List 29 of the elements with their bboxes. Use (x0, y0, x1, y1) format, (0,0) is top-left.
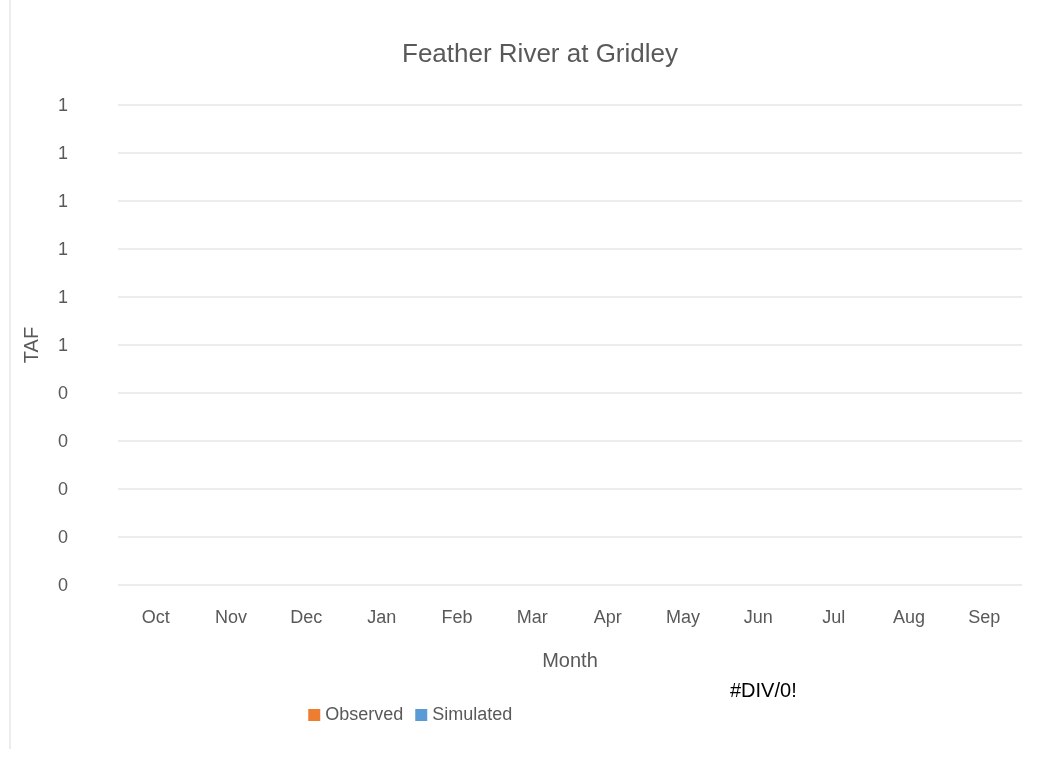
x-tick-label: Jun (743, 607, 773, 627)
y-tick-label: 1 (57, 95, 68, 116)
y-tick-label: 1 (57, 287, 68, 308)
x-tick-label: Sep (968, 607, 1001, 627)
y-tick-label: 0 (57, 527, 68, 548)
x-tick-label: Jul (822, 607, 846, 627)
y-tick-label: 1 (57, 191, 68, 212)
legend-label: Observed (325, 704, 404, 724)
legend-label: Simulated (432, 704, 513, 724)
y-tick-label: 1 (57, 239, 68, 260)
chart-title: Feather River at Gridley (402, 38, 678, 68)
text: #DIV/0! (730, 679, 797, 701)
x-tick-label: Apr (593, 607, 622, 627)
x-tick-label: Feb (441, 607, 473, 627)
x-tick-label: Aug (892, 607, 926, 627)
x-tick-label: Mar (516, 607, 548, 627)
x-tick-label: May (665, 607, 701, 627)
x-tick-label: Nov (214, 607, 248, 627)
y-tick-label: 0 (57, 383, 68, 404)
y-tick-label: 0 (57, 431, 68, 452)
y-tick-label: 0 (57, 575, 68, 596)
x-axis-title: Month (542, 649, 598, 671)
y-tick-label: 0 (57, 479, 68, 500)
y-tick-label: 1 (57, 335, 68, 356)
x-tick-label: Dec (290, 607, 323, 627)
x-tick-label: Jan (367, 607, 397, 627)
y-tick-label: 1 (57, 143, 68, 164)
y-axis-title: TAF (20, 326, 42, 364)
x-tick-label: Oct (141, 607, 170, 627)
